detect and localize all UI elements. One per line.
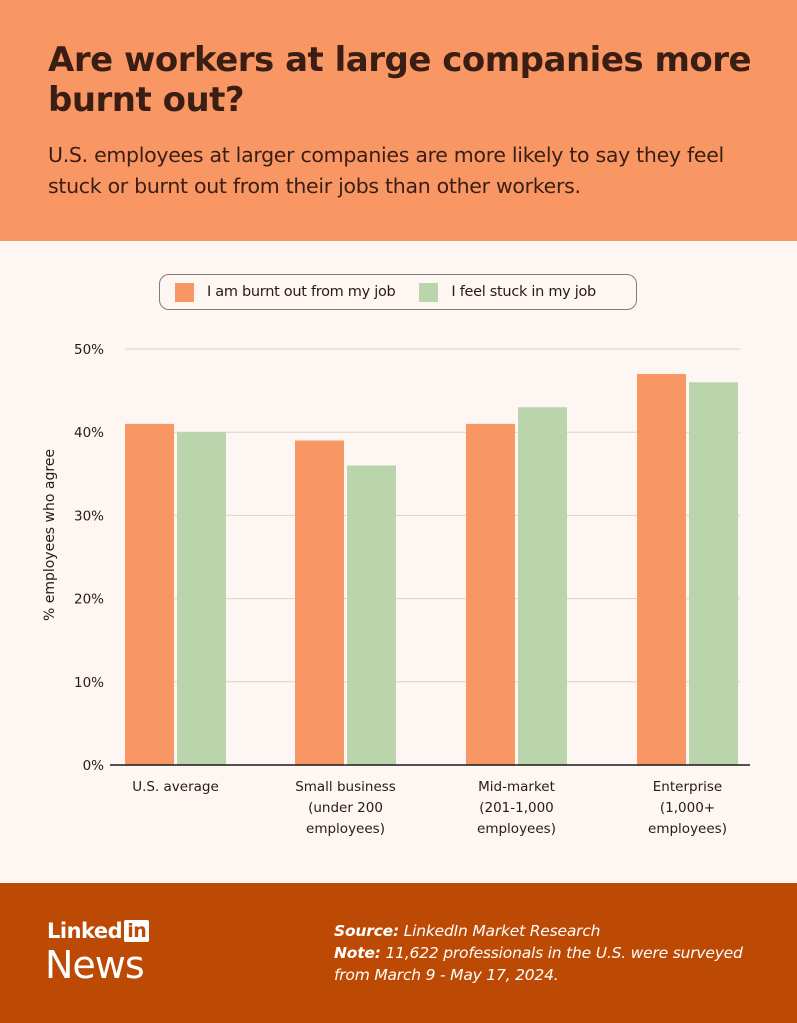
legend-item-stuck: I feel stuck in my job [419,282,596,302]
source-text: LinkedIn Market Research [399,922,601,940]
footer: Linked in News Source: LinkedIn Market R… [0,883,797,1023]
x-category-label: Small business (under 200 employees) [295,779,396,837]
legend-item-burnt-out: I am burnt out from my job [175,282,396,302]
logo-news-text: News [45,943,145,987]
linkedin-logo: Linked in [47,919,150,943]
note-line: Note: 11,622 professionals in the U.S. w… [334,942,774,986]
note-text: 11,622 professionals in the U.S. were su… [334,944,743,984]
linkedin-in-icon: in [124,920,150,942]
bar-burnt-out [295,440,344,765]
x-category-label: Mid-market (201-1,000 employees) [477,779,556,837]
note-label: Note: [334,944,381,962]
bars [125,373,738,765]
logo-linked-text: Linked [47,919,123,943]
bar-stuck [689,382,738,765]
bar-chart: 0%10%20%30%40%50% % employees who agree … [42,342,750,837]
y-tick-label: 40% [74,425,104,441]
legend-label-stuck: I feel stuck in my job [451,284,596,300]
y-axis-label: % employees who agree [42,449,58,621]
x-axis-categories: U.S. average Small business (under 200 empl… [132,779,727,837]
legend-swatch-burnt-out [175,282,194,302]
header-banner: Are workers at large companies more burn… [0,0,797,241]
bar-stuck [518,407,567,765]
y-tick-label: 50% [74,342,104,358]
x-category-label: Enterprise (1,000+ employees) [648,779,727,837]
legend-swatch-stuck [419,282,439,302]
y-axis-ticks: 0% 10% 20% 30% 40% 50% [74,342,104,774]
legend-label-burnt-out: I am burnt out from my job [207,284,396,300]
bar-stuck [347,465,396,765]
y-tick-label: 10% [74,675,104,691]
bar-burnt-out [466,423,515,765]
x-category-label: U.S. average [132,779,219,795]
chart-title: Are workers at large companies more burn… [48,40,752,120]
bar-burnt-out [125,423,174,765]
source-notes: Source: LinkedIn Market Research Note: 1… [334,920,774,986]
y-tick-label: 0% [83,758,105,774]
bar-stuck [177,432,226,765]
source-line: Source: LinkedIn Market Research [334,920,774,942]
legend: I am burnt out from my job I feel stuck … [159,274,637,310]
bar-burnt-out [637,373,686,765]
source-label: Source: [334,922,399,940]
y-tick-label: 30% [74,508,104,524]
chart-subtitle: U.S. employees at larger companies are m… [48,143,724,198]
y-tick-label: 20% [74,592,104,608]
